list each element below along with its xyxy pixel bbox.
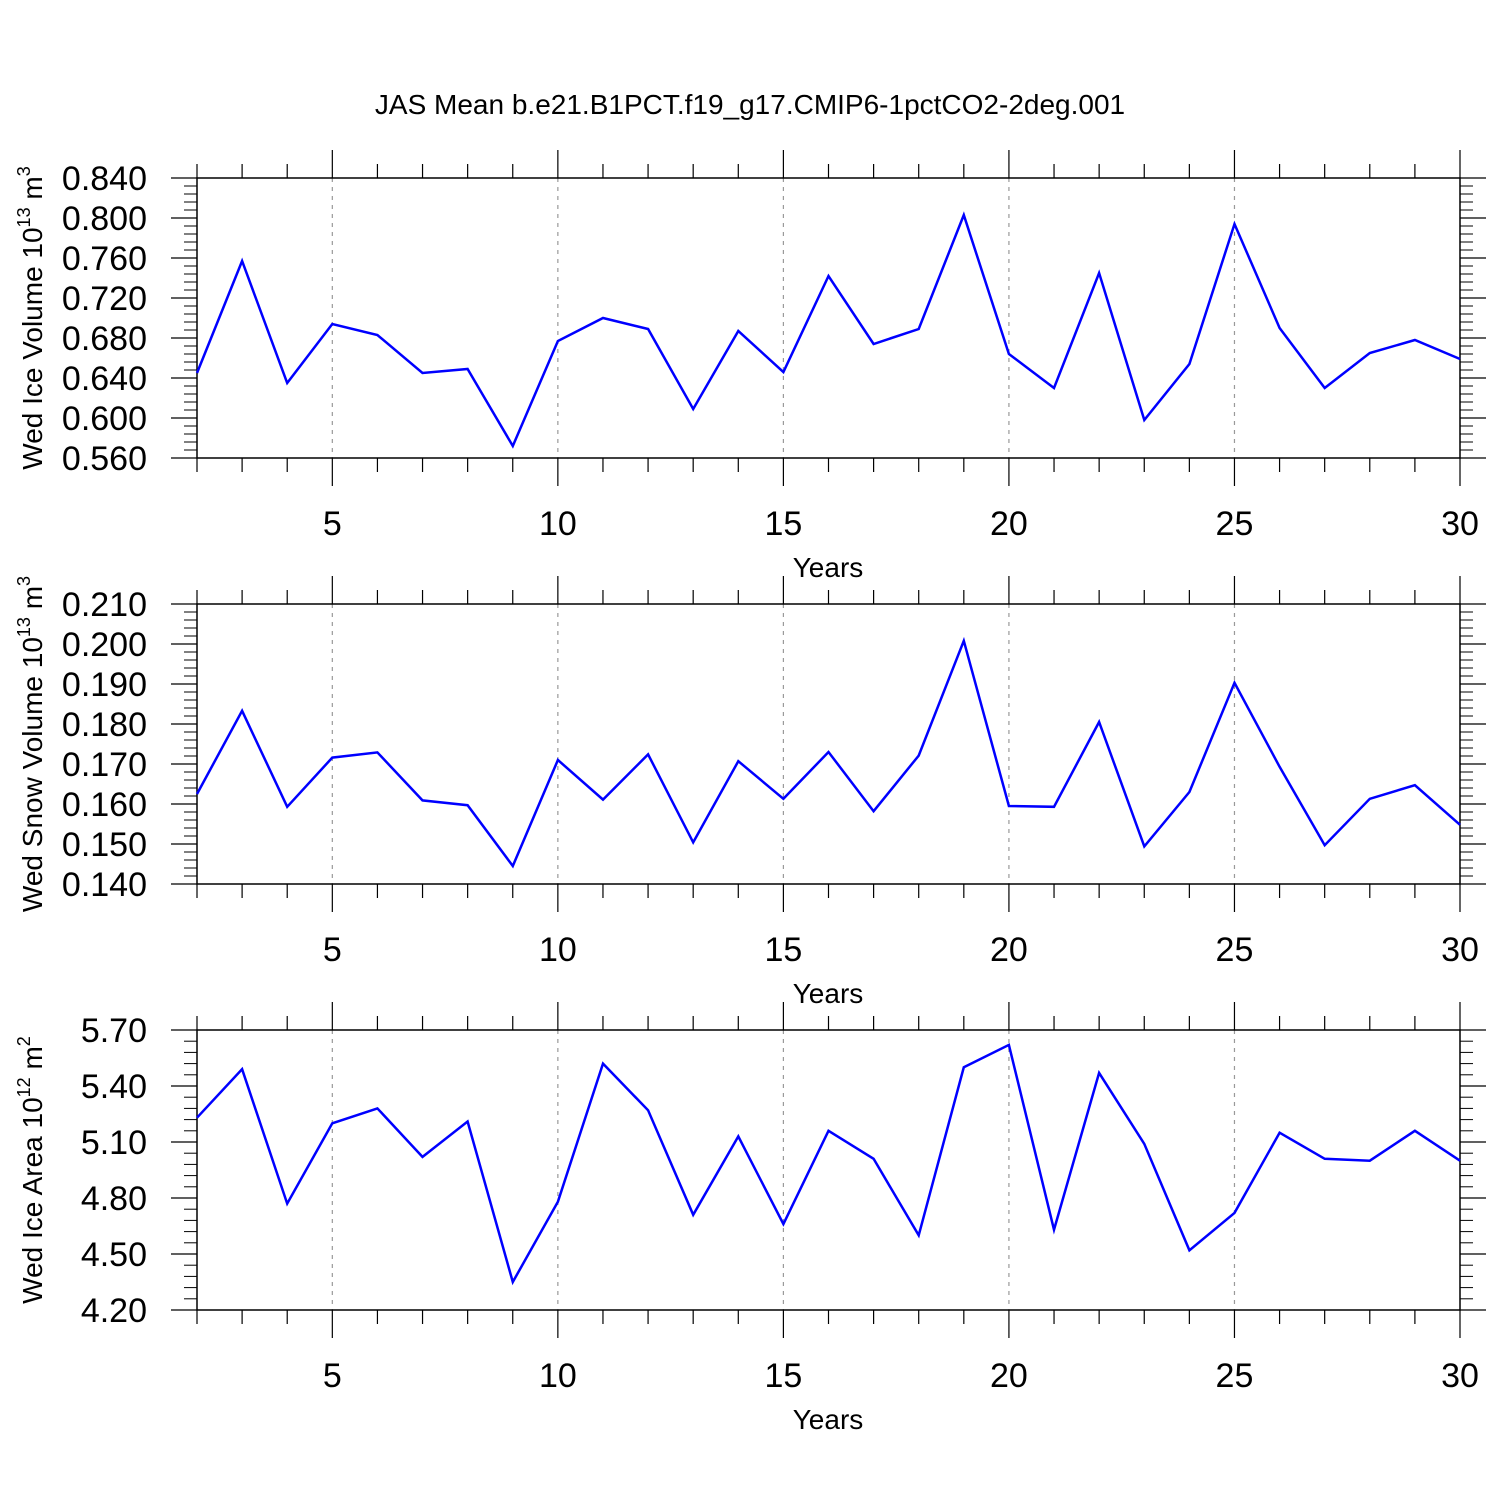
x-tick-label: 30 <box>1441 931 1479 969</box>
x-tick-label: 20 <box>990 505 1028 543</box>
y-tick-label: 5.40 <box>81 1068 147 1106</box>
y-tick-label: 0.140 <box>62 866 147 904</box>
y-tick-label: 0.720 <box>62 280 147 318</box>
x-tick-label: 15 <box>764 1357 802 1395</box>
plot-frame <box>196 603 1461 885</box>
x-axis-label: Years <box>793 552 864 583</box>
x-tick-label: 15 <box>764 505 802 543</box>
x-tick-label: 10 <box>539 505 577 543</box>
y-tick-label: 0.180 <box>62 706 147 744</box>
x-tick-label: 25 <box>1216 505 1254 543</box>
x-axis-label: Years <box>793 978 864 1009</box>
y-axis-label: Wed Ice Area 1012 m2 <box>14 1036 48 1304</box>
x-tick-label: 10 <box>539 931 577 969</box>
y-tick-label: 0.760 <box>62 240 147 278</box>
y-tick-label: 4.80 <box>81 1180 147 1218</box>
y-tick-label: 0.210 <box>62 586 147 624</box>
series-line <box>195 211 1461 449</box>
plot-frame <box>196 177 1461 459</box>
y-tick-label: 4.50 <box>81 1236 147 1274</box>
panel-2: 5 10 15 20 25 30 0.1400.1500.1600.1700.1800.19… <box>14 576 1486 1009</box>
y-axis-label: Wed Ice Volume 1013 m3 <box>14 166 48 469</box>
y-tick-label: 0.170 <box>62 746 147 784</box>
y-tick-label: 5.70 <box>81 1012 147 1050</box>
y-tick-label: 0.680 <box>62 320 147 358</box>
plot-frame <box>196 1029 1461 1311</box>
y-tick-label: 5.10 <box>81 1124 147 1162</box>
y-tick-label: 0.640 <box>62 360 147 398</box>
y-tick-label: 0.200 <box>62 626 147 664</box>
y-tick-label: 0.190 <box>62 666 147 704</box>
x-axis-label: Years <box>793 1404 864 1435</box>
x-tick-label: 5 <box>323 1357 342 1395</box>
panel-1: 5 10 15 20 25 30 0.5600.6000.6400.6800.7200.76… <box>14 150 1486 583</box>
series-line <box>195 636 1461 869</box>
y-axis-label: Wed Snow Volume 1013 m3 <box>14 576 48 912</box>
y-tick-label: 0.150 <box>62 826 147 864</box>
y-tick-label: 0.800 <box>62 200 147 238</box>
series-line <box>196 1043 1461 1286</box>
x-tick-label: 10 <box>539 1357 577 1395</box>
chart-title: JAS Mean b.e21.B1PCT.f19_g17.CMIP6-1pctC… <box>375 89 1125 120</box>
y-tick-label: 4.20 <box>81 1292 147 1330</box>
y-tick-label: 0.600 <box>62 400 147 438</box>
y-tick-label: 0.840 <box>62 160 147 198</box>
x-tick-label: 5 <box>323 505 342 543</box>
x-tick-label: 25 <box>1216 931 1254 969</box>
panel-3: 5 10 15 20 25 30 4.20 4.50 4.80 5.10 5.40 5.70 Years… <box>14 1002 1486 1435</box>
x-tick-label: 20 <box>990 1357 1028 1395</box>
x-tick-label: 15 <box>764 931 802 969</box>
x-tick-label: 25 <box>1216 1357 1254 1395</box>
x-tick-label: 30 <box>1441 505 1479 543</box>
x-tick-label: 5 <box>323 931 342 969</box>
x-tick-label: 20 <box>990 931 1028 969</box>
y-tick-label: 0.560 <box>62 440 147 478</box>
y-tick-label: 0.160 <box>62 786 147 824</box>
x-tick-label: 30 <box>1441 1357 1479 1395</box>
